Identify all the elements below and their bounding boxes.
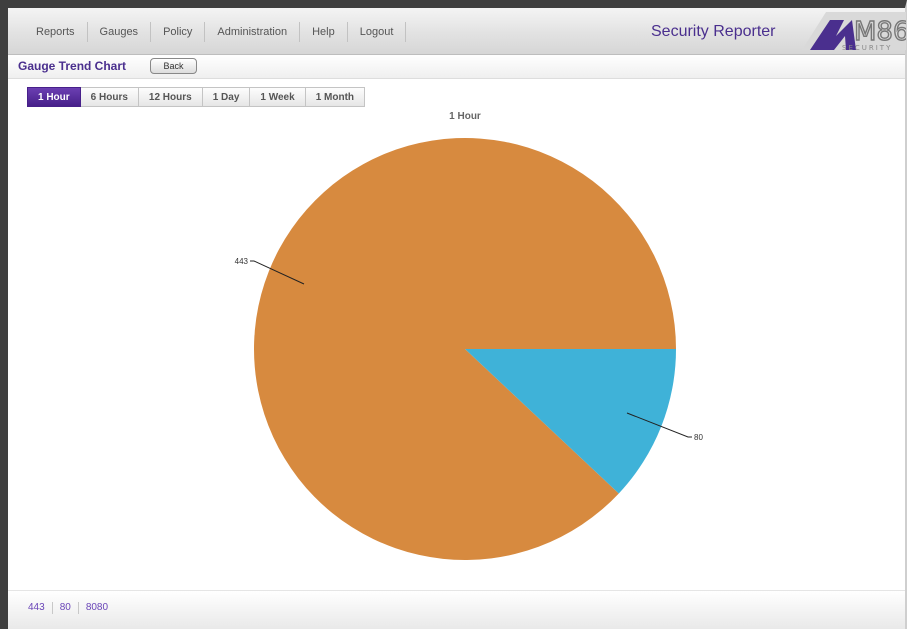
- logo-subtitle: SECURITY: [842, 44, 892, 52]
- page-header: Gauge Trend Chart Back: [8, 55, 905, 79]
- main-menu: Reports Gauges Policy Administration Hel…: [28, 22, 407, 42]
- m86-security-logo: M86 SECURITY: [802, 12, 906, 52]
- brand-title: Security Reporter: [651, 23, 776, 40]
- slice-label-443: 443: [235, 257, 249, 266]
- back-button[interactable]: Back: [150, 58, 197, 74]
- legend-item-443[interactable]: 443: [28, 602, 45, 613]
- tab-1-hour[interactable]: 1 Hour: [27, 87, 81, 107]
- menu-logout[interactable]: Logout: [346, 22, 406, 42]
- tab-12-hours[interactable]: 12 Hours: [138, 87, 203, 107]
- leader-line-443: [250, 260, 305, 285]
- logo-m-mark: [810, 20, 856, 50]
- menu-gauges[interactable]: Gauges: [86, 22, 151, 42]
- top-navigation-bar: Reports Gauges Policy Administration Hel…: [8, 8, 906, 55]
- tab-6-hours[interactable]: 6 Hours: [80, 87, 139, 107]
- pie-slice-80[interactable]: [465, 349, 676, 494]
- page-title: Gauge Trend Chart: [18, 59, 127, 73]
- menu-help[interactable]: Help: [299, 22, 347, 42]
- menu-divider: [405, 22, 407, 42]
- footer-bar: 443 80 8080: [8, 590, 905, 629]
- logo-text: M86: [854, 17, 906, 47]
- chart-title: 1 Hour: [449, 111, 481, 122]
- menu-policy[interactable]: Policy: [150, 22, 204, 42]
- legend-item-8080[interactable]: 8080: [77, 602, 115, 614]
- time-range-tabs: 1 Hour 6 Hours 12 Hours 1 Day 1 Week 1 M…: [27, 87, 366, 107]
- menu-reports[interactable]: Reports: [36, 26, 75, 38]
- pie-chart: 1 Hour 443 80: [235, 111, 704, 560]
- leader-line-80: [626, 412, 692, 438]
- menu-administration[interactable]: Administration: [204, 22, 299, 42]
- pie-slice-443[interactable]: [254, 138, 676, 560]
- tab-1-month[interactable]: 1 Month: [305, 87, 366, 107]
- legend-item-80[interactable]: 80: [51, 602, 78, 614]
- pie-slices: [254, 138, 676, 560]
- pie-labels: 443 80: [235, 257, 704, 442]
- tab-1-day[interactable]: 1 Day: [202, 87, 251, 107]
- port-legend: 443 80 8080: [28, 602, 115, 614]
- slice-label-80: 80: [694, 433, 703, 442]
- tab-1-week[interactable]: 1 Week: [250, 87, 306, 107]
